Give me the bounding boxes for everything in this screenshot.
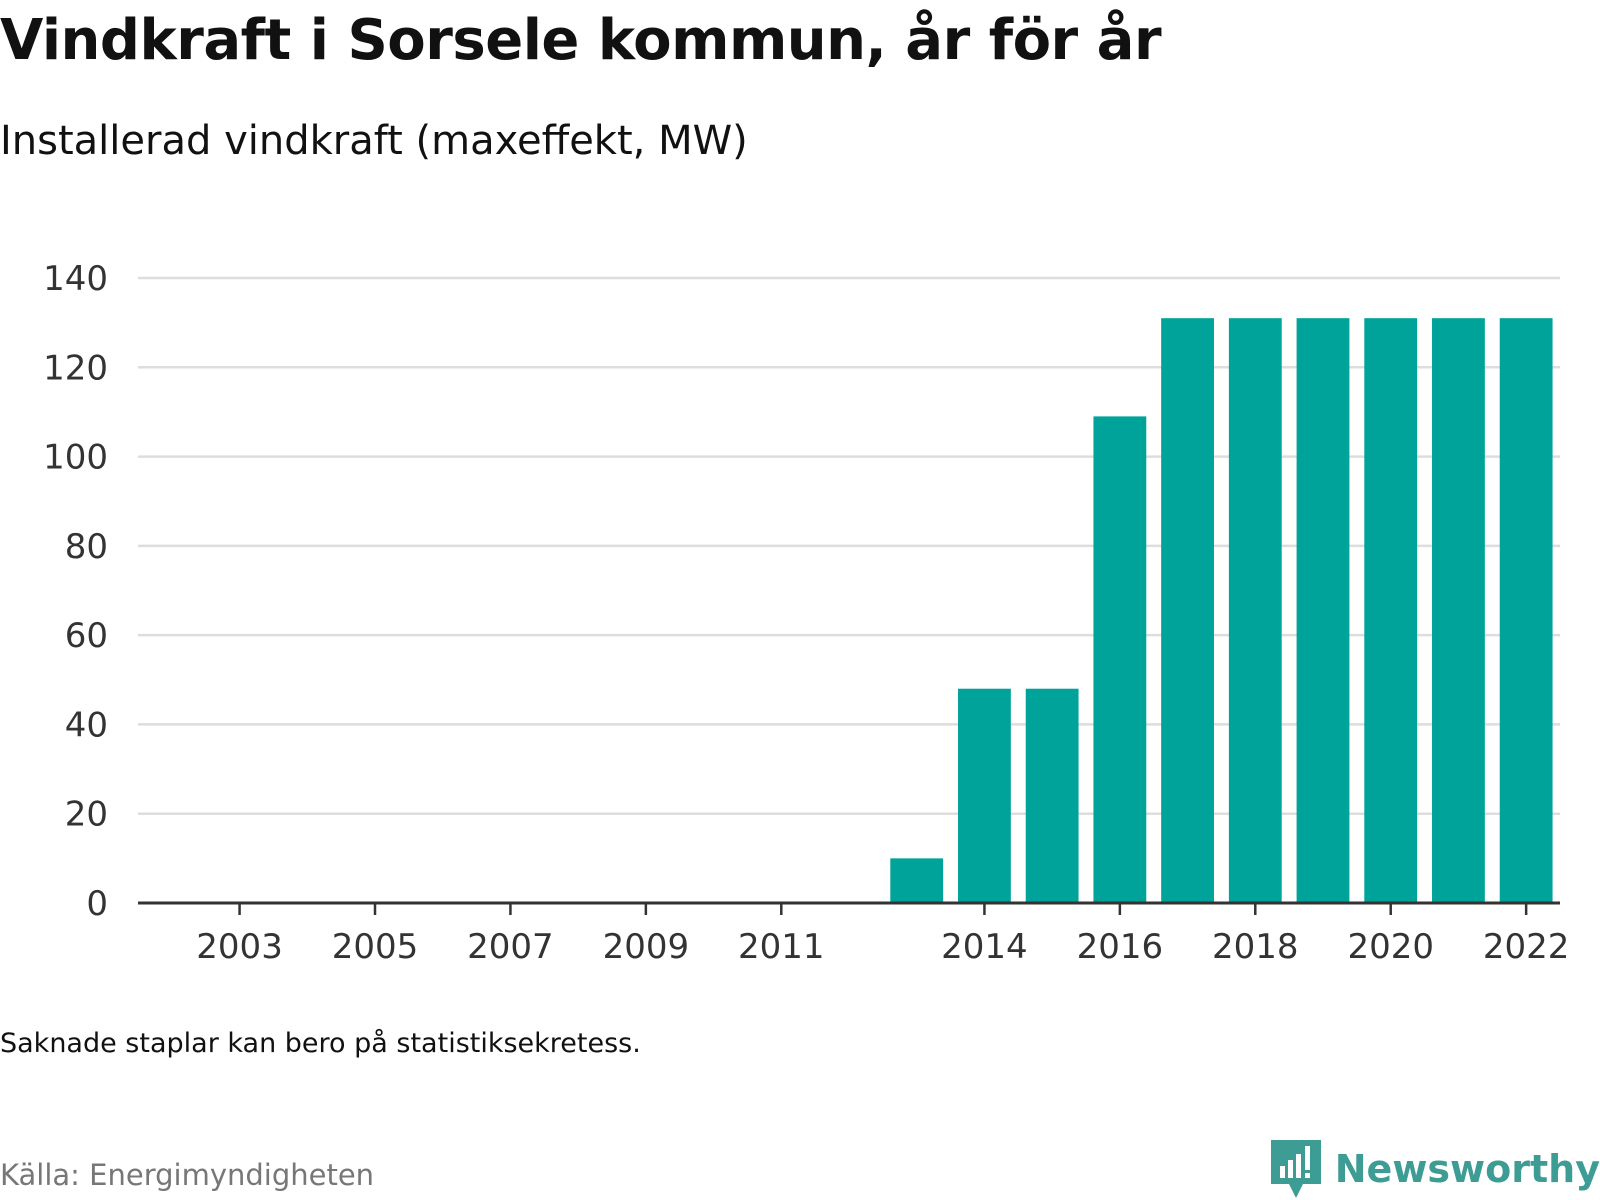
x-tick-label: 2005: [332, 927, 419, 967]
source-credit: Källa: Energimyndigheten: [0, 1158, 375, 1192]
bar-2016: [1093, 416, 1147, 903]
y-tick-label: 100: [43, 438, 108, 478]
y-tick-label: 20: [65, 795, 108, 835]
bar-2021: [1432, 318, 1485, 903]
x-tick-label: 2016: [1077, 927, 1164, 967]
footnote: Saknade staplar kan bero på statistiksek…: [0, 1028, 641, 1059]
y-tick-label: 40: [65, 705, 108, 745]
brand-logo: Newsworthy: [1270, 1140, 1600, 1198]
chart-subtitle: Installerad vindkraft (maxeffekt, MW): [0, 118, 748, 164]
bar-2020: [1364, 318, 1418, 903]
bars: [890, 318, 1553, 903]
bar-2014: [958, 688, 1011, 903]
x-tick-label: 2022: [1483, 927, 1570, 967]
x-tick-label: 2018: [1212, 927, 1299, 967]
chart-title: Vindkraft i Sorsele kommun, år för år: [0, 8, 1162, 73]
bar-2013: [890, 858, 944, 903]
brand-name: Newsworthy: [1334, 1147, 1600, 1191]
y-tick-label: 120: [43, 348, 108, 388]
bar-2018: [1228, 318, 1282, 903]
gridlines: [138, 276, 1560, 815]
y-tick-label: 140: [43, 259, 108, 299]
bar-2022: [1499, 318, 1553, 903]
x-axis: 2003 2005 2007 2009 2011 2014 2016 2018 2020 2022: [138, 901, 1570, 967]
bar-2019: [1296, 318, 1350, 903]
x-tick-label: 2007: [467, 927, 554, 967]
bar-chart-speech-bubble-icon: [1270, 1140, 1321, 1198]
y-axis-ticks: 0 20 40 60 80 100 120 140: [43, 259, 108, 924]
y-tick-label: 60: [65, 616, 108, 656]
y-tick-label: 80: [65, 527, 108, 567]
x-tick-label: 2003: [196, 927, 283, 967]
bar-2017: [1161, 318, 1214, 903]
bar-2015: [1025, 688, 1079, 903]
x-tick-label: 2011: [738, 927, 825, 967]
x-tick-label: 2009: [603, 927, 690, 967]
y-tick-label: 0: [86, 884, 108, 924]
x-tick-label: 2020: [1347, 927, 1434, 967]
x-tick-label: 2014: [941, 927, 1028, 967]
